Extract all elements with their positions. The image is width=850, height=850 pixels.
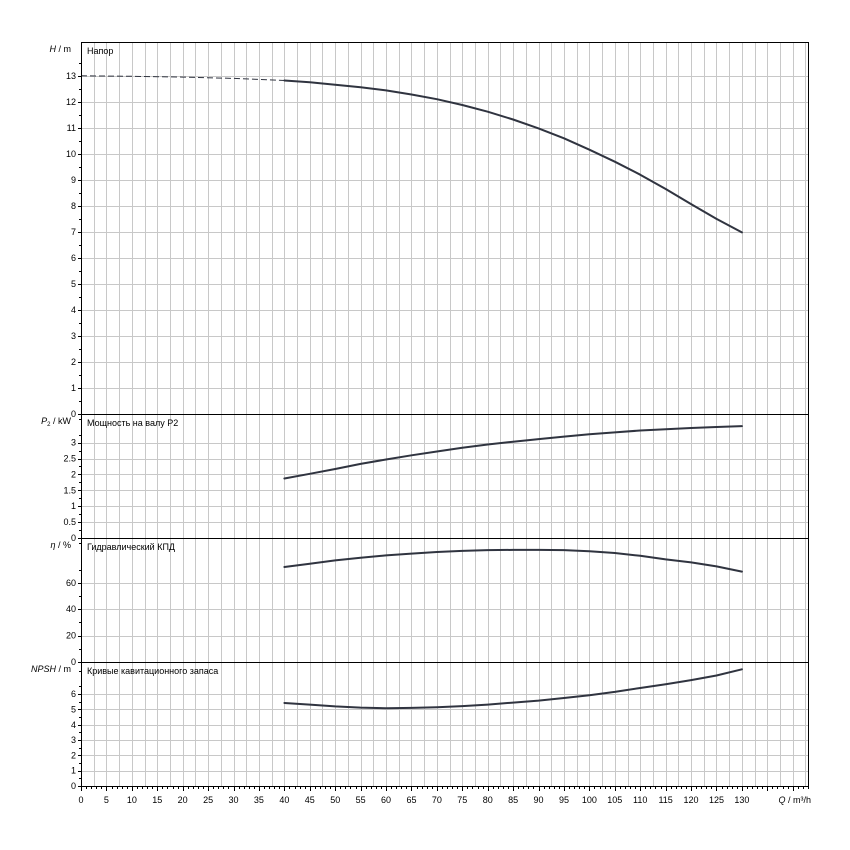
curve-line bbox=[283, 548, 743, 573]
y-axis-unit: m bbox=[64, 664, 72, 674]
y-axis-unit: kW bbox=[58, 416, 72, 426]
y-tick-label: 0 bbox=[71, 781, 76, 791]
y-axis-separator: / bbox=[50, 416, 58, 426]
y-tick-label: 0 bbox=[71, 409, 76, 419]
panel-title: Напор bbox=[87, 46, 113, 56]
panel-title: Кривые кавитационного запаса bbox=[87, 666, 218, 676]
frame-layer bbox=[81, 42, 809, 787]
curve-line bbox=[283, 79, 743, 234]
y-tick-label: 20 bbox=[66, 631, 76, 641]
y-axis-label: η / % bbox=[50, 540, 71, 550]
panel-title: Гидравлический КПД bbox=[87, 542, 175, 552]
y-axis-unit: % bbox=[63, 540, 71, 550]
y-tick-label: 0.5 bbox=[63, 517, 76, 527]
x-tick-label: 75 bbox=[457, 795, 467, 805]
x-tick-label: 130 bbox=[734, 795, 749, 805]
y-axis-label: H / m bbox=[49, 44, 71, 54]
y-tick-label: 8 bbox=[71, 201, 76, 211]
y-tick-label: 2 bbox=[71, 357, 76, 367]
y-tick-label: 6 bbox=[71, 253, 76, 263]
y-axis-unit: m bbox=[64, 44, 72, 54]
y-tick-label: 12 bbox=[66, 97, 76, 107]
y-tick-label: 3 bbox=[71, 331, 76, 341]
x-tick-label: 0 bbox=[78, 795, 83, 805]
x-tick-label: 60 bbox=[381, 795, 391, 805]
x-tick-label: 55 bbox=[356, 795, 366, 805]
x-tick-label: 10 bbox=[127, 795, 137, 805]
x-tick-label: 120 bbox=[684, 795, 699, 805]
y-tick-label: 10 bbox=[66, 149, 76, 159]
y-axis-symbol: H bbox=[49, 44, 56, 54]
y-axis-separator: / bbox=[56, 44, 64, 54]
curve-line bbox=[283, 668, 743, 710]
x-tick-label: 30 bbox=[229, 795, 239, 805]
y-tick-label: 1 bbox=[71, 766, 76, 776]
y-tick-label: 60 bbox=[66, 578, 76, 588]
y-axis-subscript: 2 bbox=[47, 422, 51, 428]
x-tick-label: 50 bbox=[330, 795, 340, 805]
x-tick-label: 20 bbox=[178, 795, 188, 805]
x-tick-label: 65 bbox=[406, 795, 416, 805]
y-tick-label: 9 bbox=[71, 175, 76, 185]
x-axis-symbol: Q bbox=[778, 795, 785, 805]
y-axis-label: NPSH / m bbox=[31, 664, 71, 674]
x-tick-label: 45 bbox=[305, 795, 315, 805]
y-tick-label: 1 bbox=[71, 501, 76, 511]
y-tick-label: 13 bbox=[66, 71, 76, 81]
curve-line bbox=[283, 425, 743, 480]
y-tick-label: 2 bbox=[71, 750, 76, 760]
y-tick-label: 0 bbox=[71, 657, 76, 667]
y-tick-label: 5 bbox=[71, 279, 76, 289]
x-tick-label: 110 bbox=[633, 795, 647, 805]
y-tick-label: 1 bbox=[71, 383, 76, 393]
y-tick-label: 3 bbox=[71, 735, 76, 745]
y-axis-symbol: P bbox=[41, 416, 47, 426]
x-tick-label: 15 bbox=[152, 795, 162, 805]
y-axis-separator: / bbox=[56, 664, 64, 674]
y-tick-label: 3 bbox=[71, 438, 76, 448]
x-tick-label: 95 bbox=[559, 795, 569, 805]
curve-dashed-extension bbox=[80, 75, 285, 81]
y-tick-label: 7 bbox=[71, 227, 76, 237]
y-axis-label: P2 / kW bbox=[41, 416, 71, 428]
y-tick-label: 0 bbox=[71, 533, 76, 543]
x-tick-label: 5 bbox=[104, 795, 109, 805]
y-tick-label: 11 bbox=[67, 123, 76, 133]
panel-title: Мощность на валу P2 bbox=[87, 418, 178, 428]
x-tick-label: 125 bbox=[709, 795, 724, 805]
x-tick-label: 85 bbox=[508, 795, 518, 805]
y-tick-label: 2.5 bbox=[63, 454, 76, 464]
x-axis-label: Q / m³/h bbox=[778, 795, 811, 805]
y-tick-label: 2 bbox=[71, 469, 76, 479]
x-tick-label: 115 bbox=[658, 795, 672, 805]
y-tick-label: 40 bbox=[66, 604, 76, 614]
y-tick-label: 4 bbox=[71, 720, 76, 730]
x-tick-label: 40 bbox=[279, 795, 289, 805]
x-tick-label: 25 bbox=[203, 795, 213, 805]
y-axis-symbol: NPSH bbox=[31, 664, 57, 674]
x-tick-label: 70 bbox=[432, 795, 442, 805]
curve-layer bbox=[80, 75, 743, 710]
x-tick-label: 35 bbox=[254, 795, 264, 805]
x-tick-label: 90 bbox=[534, 795, 544, 805]
y-axis-symbol: η bbox=[50, 540, 55, 550]
x-tick-label: 100 bbox=[582, 795, 597, 805]
y-axis-separator: / bbox=[55, 540, 63, 550]
x-axis-separator: / bbox=[785, 795, 793, 805]
y-tick-label: 6 bbox=[71, 689, 76, 699]
x-tick-label: 105 bbox=[607, 795, 622, 805]
y-tick-label: 4 bbox=[71, 305, 76, 315]
x-tick-label: 80 bbox=[483, 795, 493, 805]
y-tick-label: 5 bbox=[71, 704, 76, 714]
y-tick-label: 1.5 bbox=[63, 485, 76, 495]
x-axis-unit: m³/h bbox=[793, 795, 811, 805]
